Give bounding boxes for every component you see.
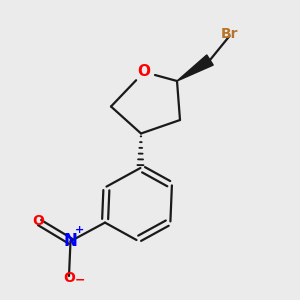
Text: +: + [75, 225, 84, 235]
Text: −: − [75, 273, 86, 286]
Polygon shape [177, 55, 213, 81]
Text: O: O [63, 271, 75, 284]
Text: N: N [64, 232, 77, 250]
Text: O: O [32, 214, 44, 228]
Text: O: O [137, 64, 151, 80]
Text: Br: Br [221, 27, 238, 40]
